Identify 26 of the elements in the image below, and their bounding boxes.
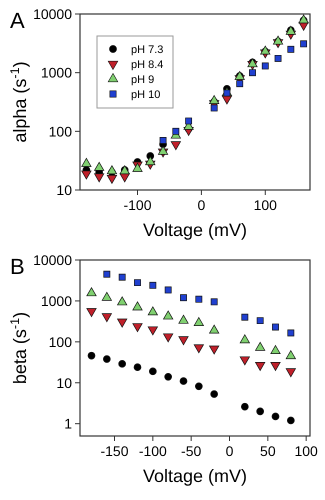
y-tick-label: 10	[56, 374, 72, 391]
legend-label: pH 9	[131, 74, 154, 86]
text: B	[10, 254, 25, 279]
y-tick-label: 100	[48, 334, 72, 350]
y-tick-label: 1	[64, 416, 72, 432]
x-tick-label: 50	[260, 443, 276, 459]
x-tick-label: -150	[100, 443, 129, 459]
x-axis-title: Voltage (mV)	[142, 220, 248, 240]
y-tick-label: 10	[56, 182, 72, 198]
x-tick-label: -100	[138, 443, 168, 459]
text: A	[10, 8, 25, 33]
x-tick-label: 0	[226, 443, 234, 459]
x-tick-label: 100	[254, 197, 278, 213]
x-tick-label: 100	[294, 443, 318, 459]
y-tick-label: 1000	[40, 292, 72, 309]
y-tick-label: 10000	[33, 252, 72, 268]
y-tick-label: 100	[48, 123, 72, 140]
x-tick-label: 0	[197, 197, 206, 213]
y-tick-label: 1000	[40, 64, 72, 81]
x-tick-label: -100	[123, 197, 152, 213]
y-tick-label: 10000	[33, 6, 72, 22]
x-axis-title: Voltage (mV)	[142, 466, 248, 486]
legend-label: pH 7.3	[131, 44, 164, 56]
legend-label: pH 8.4	[131, 59, 164, 71]
x-tick-label: -50	[181, 443, 202, 459]
legend-label: pH 10	[131, 89, 160, 101]
